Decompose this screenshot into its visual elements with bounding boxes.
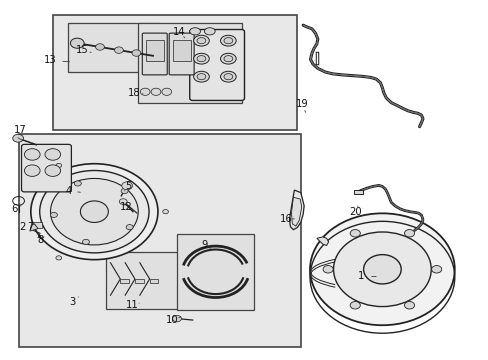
Circle shape <box>126 225 133 230</box>
Circle shape <box>70 38 84 48</box>
Circle shape <box>114 47 123 53</box>
Bar <box>177 234 254 310</box>
Text: 1: 1 <box>357 271 364 282</box>
Polygon shape <box>289 190 304 230</box>
Bar <box>53 15 297 130</box>
Text: 10: 10 <box>165 315 178 325</box>
Circle shape <box>404 302 414 309</box>
Bar <box>105 252 178 309</box>
FancyBboxPatch shape <box>189 30 244 100</box>
Text: 6: 6 <box>11 204 18 214</box>
Circle shape <box>323 266 332 273</box>
Text: 9: 9 <box>201 240 207 250</box>
Bar <box>68 23 159 72</box>
Bar <box>138 23 241 103</box>
Text: 8: 8 <box>38 235 43 246</box>
Circle shape <box>45 165 61 176</box>
Text: 7: 7 <box>27 222 34 232</box>
Circle shape <box>404 230 414 237</box>
Ellipse shape <box>189 28 200 35</box>
Ellipse shape <box>204 28 215 35</box>
Bar <box>145 40 163 62</box>
Polygon shape <box>291 197 301 226</box>
Ellipse shape <box>193 35 209 46</box>
Circle shape <box>172 315 181 322</box>
Ellipse shape <box>80 201 108 222</box>
Bar <box>19 134 301 347</box>
Polygon shape <box>30 221 38 231</box>
Circle shape <box>96 44 104 50</box>
Ellipse shape <box>193 53 209 64</box>
Text: 2: 2 <box>19 222 25 232</box>
Text: 12: 12 <box>120 202 132 212</box>
Ellipse shape <box>309 213 454 325</box>
Ellipse shape <box>220 35 236 46</box>
Ellipse shape <box>50 179 138 245</box>
Circle shape <box>140 88 150 95</box>
Ellipse shape <box>224 55 232 62</box>
Ellipse shape <box>40 171 149 253</box>
Circle shape <box>24 149 40 160</box>
Circle shape <box>151 88 161 95</box>
Text: 15: 15 <box>76 45 88 55</box>
Ellipse shape <box>333 232 430 307</box>
Ellipse shape <box>197 55 205 62</box>
Circle shape <box>13 134 23 142</box>
Text: 17: 17 <box>14 125 26 135</box>
Circle shape <box>121 188 128 194</box>
Circle shape <box>24 165 40 176</box>
Text: 14: 14 <box>172 27 185 37</box>
Ellipse shape <box>197 37 205 44</box>
Circle shape <box>122 182 132 190</box>
Text: 20: 20 <box>349 207 362 217</box>
Text: 4: 4 <box>65 186 71 196</box>
Circle shape <box>163 210 168 214</box>
Ellipse shape <box>224 74 232 80</box>
Ellipse shape <box>363 255 400 284</box>
Ellipse shape <box>224 37 232 44</box>
Bar <box>120 279 129 283</box>
Circle shape <box>82 239 89 244</box>
FancyBboxPatch shape <box>21 144 71 192</box>
Circle shape <box>162 88 171 95</box>
FancyBboxPatch shape <box>169 33 194 75</box>
Circle shape <box>56 163 61 168</box>
Text: 5: 5 <box>124 181 131 192</box>
Ellipse shape <box>193 71 209 82</box>
Circle shape <box>50 212 57 217</box>
Ellipse shape <box>220 71 236 82</box>
Bar <box>135 279 143 283</box>
Ellipse shape <box>220 53 236 64</box>
Ellipse shape <box>197 74 205 80</box>
FancyBboxPatch shape <box>142 33 167 75</box>
Text: 18: 18 <box>128 88 141 98</box>
Bar <box>149 279 158 283</box>
Text: 11: 11 <box>125 300 138 310</box>
Circle shape <box>349 302 360 309</box>
Circle shape <box>132 50 141 56</box>
Circle shape <box>45 149 61 160</box>
Bar <box>33 222 42 228</box>
Circle shape <box>74 181 81 186</box>
Circle shape <box>349 230 360 237</box>
Text: 13: 13 <box>43 55 56 66</box>
Circle shape <box>119 199 127 204</box>
Circle shape <box>56 256 61 260</box>
Text: 19: 19 <box>295 99 308 109</box>
Polygon shape <box>316 237 328 246</box>
Text: 16: 16 <box>279 214 292 224</box>
Ellipse shape <box>31 164 158 260</box>
Text: 3: 3 <box>69 297 75 307</box>
Bar <box>172 40 190 62</box>
Bar <box>353 190 362 194</box>
Circle shape <box>431 266 441 273</box>
